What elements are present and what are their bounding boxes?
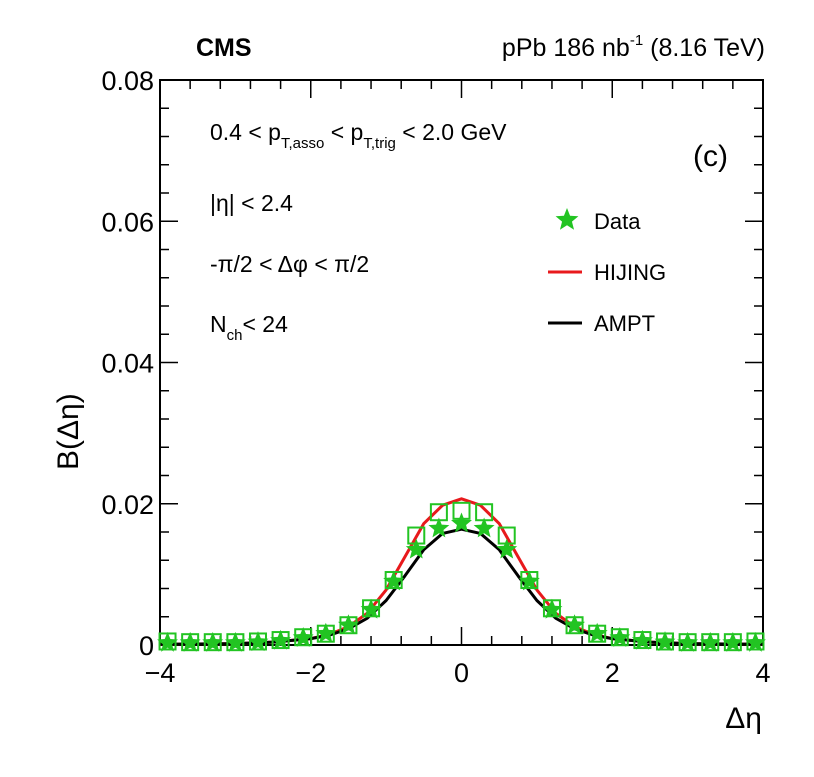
legend-marker-data <box>555 208 579 230</box>
data-point <box>654 631 676 652</box>
data-point <box>496 538 518 559</box>
data-point <box>270 629 292 650</box>
y-axis-title: B(Δη) <box>52 393 85 470</box>
data-point <box>202 631 224 652</box>
annotation-nch-cut: Nch< 24 <box>210 311 288 344</box>
data-point <box>473 517 495 538</box>
data-point <box>292 626 314 647</box>
data-point <box>518 570 540 591</box>
data-point <box>722 631 744 652</box>
legend-label-ampt: AMPT <box>594 311 655 336</box>
data-point <box>405 538 427 559</box>
y-tick-label: 0.08 <box>101 66 154 96</box>
data-point <box>315 622 337 643</box>
x-tick-label: 0 <box>454 658 469 688</box>
data-point <box>541 598 563 619</box>
y-tick-label: 0.06 <box>101 207 154 237</box>
legend-label-data: Data <box>594 209 641 234</box>
data-point <box>564 614 586 635</box>
x-tick-label: −4 <box>145 658 176 688</box>
annotation-pt-cut: 0.4 < pT,asso < pT,trig < 2.0 GeV <box>210 119 507 152</box>
panel-label: (c) <box>693 140 728 173</box>
x-tick-label: −2 <box>295 658 326 688</box>
y-tick-label: 0.02 <box>101 490 154 520</box>
data-point <box>586 622 608 643</box>
data-point <box>360 598 382 619</box>
data-point <box>337 614 359 635</box>
data-point <box>179 631 201 652</box>
data-point <box>677 631 699 652</box>
x-tick-label: 4 <box>755 658 770 688</box>
data-point <box>631 629 653 650</box>
axis-tick-labels: −4 −2 0 2 4 0 0.02 0.04 0.06 0.08 <box>101 66 770 688</box>
series-layer <box>157 497 766 652</box>
axis-ticks <box>159 79 764 646</box>
data-point <box>745 631 766 652</box>
data-point <box>609 626 631 647</box>
plot-frame <box>159 79 764 646</box>
data-point <box>157 631 178 652</box>
annotation-phi-cut: -π/2 < Δφ < π/2 <box>210 251 369 277</box>
y-tick-label: 0 <box>139 631 154 661</box>
experiment-label: CMS <box>196 34 252 62</box>
data-point <box>699 631 721 652</box>
legend-label-hijing: HIJING <box>594 260 666 285</box>
y-tick-label: 0.04 <box>101 349 154 379</box>
annotation-eta-cut: |η| < 2.4 <box>210 190 293 216</box>
data-point <box>247 631 269 652</box>
data-point <box>428 517 450 538</box>
legend: Data HIJING AMPT <box>548 208 666 336</box>
x-tick-label: 2 <box>605 658 620 688</box>
data-point <box>383 570 405 591</box>
data-point <box>224 631 246 652</box>
x-axis-title: Δη <box>725 702 762 735</box>
data-point <box>451 512 472 533</box>
run-label: pPb 186 nb-1 (8.16 TeV) <box>502 32 765 62</box>
